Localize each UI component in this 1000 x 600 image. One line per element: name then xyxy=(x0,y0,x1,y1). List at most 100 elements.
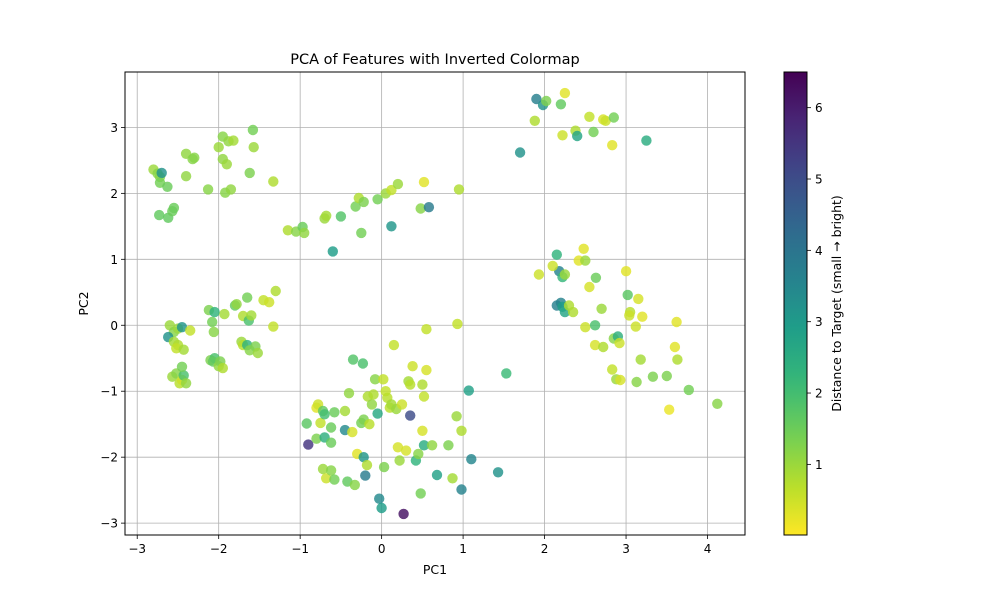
data-point xyxy=(358,196,369,208)
data-point xyxy=(418,176,430,188)
data-point xyxy=(492,467,504,478)
data-point xyxy=(154,209,165,221)
data-point xyxy=(180,378,192,389)
data-point xyxy=(361,459,373,471)
y-tick-label: −1 xyxy=(100,385,118,399)
data-point xyxy=(415,488,426,499)
data-point xyxy=(369,374,381,385)
data-point xyxy=(671,316,682,328)
data-point xyxy=(529,115,540,127)
data-point xyxy=(231,299,242,310)
data-point xyxy=(168,202,180,214)
data-point xyxy=(418,440,430,451)
grid-lines xyxy=(125,72,745,535)
colorbar-tick-label: 2 xyxy=(815,387,823,401)
data-point xyxy=(242,292,253,303)
data-point xyxy=(463,385,474,396)
data-point xyxy=(712,398,723,409)
data-point xyxy=(664,404,675,415)
data-point xyxy=(209,306,220,318)
data-point xyxy=(607,364,618,375)
data-point xyxy=(567,306,579,318)
data-point xyxy=(335,211,347,222)
data-point xyxy=(386,221,397,232)
data-point xyxy=(329,407,340,418)
data-point xyxy=(600,115,611,127)
x-tick-label: −2 xyxy=(210,542,228,556)
data-point xyxy=(374,493,385,504)
x-tick-label: 0 xyxy=(378,542,386,556)
y-tick-label: 3 xyxy=(110,121,118,135)
data-point xyxy=(325,422,337,433)
data-point xyxy=(400,445,412,456)
data-point xyxy=(417,379,428,390)
data-point xyxy=(368,389,379,400)
data-point xyxy=(541,95,552,107)
data-point xyxy=(431,469,443,481)
data-point xyxy=(622,289,633,301)
data-point xyxy=(213,142,224,153)
data-point xyxy=(247,124,259,136)
data-point xyxy=(299,227,310,239)
colorbar-tick-label: 3 xyxy=(815,315,823,329)
data-point xyxy=(584,281,595,293)
data-point xyxy=(421,364,432,376)
x-axis-ticks: −3 −2 −1 0 1 2 3 4 xyxy=(128,535,711,556)
data-point xyxy=(555,99,567,110)
data-point xyxy=(185,325,196,336)
data-point xyxy=(405,410,416,421)
colorbar-label: Distance to Target (small → bright) xyxy=(829,195,844,412)
data-point xyxy=(547,260,558,272)
x-tick-label: −3 xyxy=(128,542,146,556)
data-point xyxy=(246,310,257,321)
data-point xyxy=(633,293,644,305)
data-point xyxy=(217,362,228,374)
data-point xyxy=(598,341,609,353)
data-point xyxy=(202,184,214,195)
data-point xyxy=(372,194,383,205)
data-point xyxy=(347,426,358,438)
data-point xyxy=(641,135,652,146)
data-point xyxy=(514,147,526,158)
data-point xyxy=(456,484,467,495)
x-axis-label: PC1 xyxy=(423,562,447,577)
data-point xyxy=(319,409,330,420)
colorbar xyxy=(783,71,808,536)
data-point xyxy=(349,479,360,491)
data-point xyxy=(559,87,571,99)
data-point xyxy=(180,171,192,182)
colorbar-tick-label: 1 xyxy=(815,458,823,472)
data-point xyxy=(228,135,239,146)
data-point xyxy=(418,391,430,402)
data-point xyxy=(329,474,340,485)
data-point xyxy=(405,379,416,390)
data-point xyxy=(443,440,454,451)
data-point xyxy=(614,337,625,349)
data-point xyxy=(589,339,601,351)
data-point xyxy=(413,448,424,460)
data-point xyxy=(321,210,332,221)
data-point xyxy=(252,347,263,359)
data-point xyxy=(551,249,562,260)
data-point xyxy=(501,368,512,379)
y-tick-label: 0 xyxy=(110,319,118,333)
data-point xyxy=(620,266,632,277)
data-point xyxy=(311,433,322,444)
data-point xyxy=(572,130,583,142)
data-point xyxy=(327,246,338,257)
data-point xyxy=(219,308,230,320)
data-point xyxy=(248,142,259,153)
data-point xyxy=(178,344,189,355)
data-point xyxy=(221,159,232,170)
data-point xyxy=(559,269,571,280)
colorbar-ticks: 1 2 3 4 5 6 xyxy=(807,101,823,472)
data-point xyxy=(635,354,646,365)
data-point xyxy=(358,452,369,463)
data-point xyxy=(356,227,367,239)
colorbar-tick-label: 5 xyxy=(815,173,823,187)
data-point xyxy=(360,470,371,481)
data-point xyxy=(415,203,426,214)
data-point xyxy=(176,322,188,333)
data-point xyxy=(630,321,641,332)
